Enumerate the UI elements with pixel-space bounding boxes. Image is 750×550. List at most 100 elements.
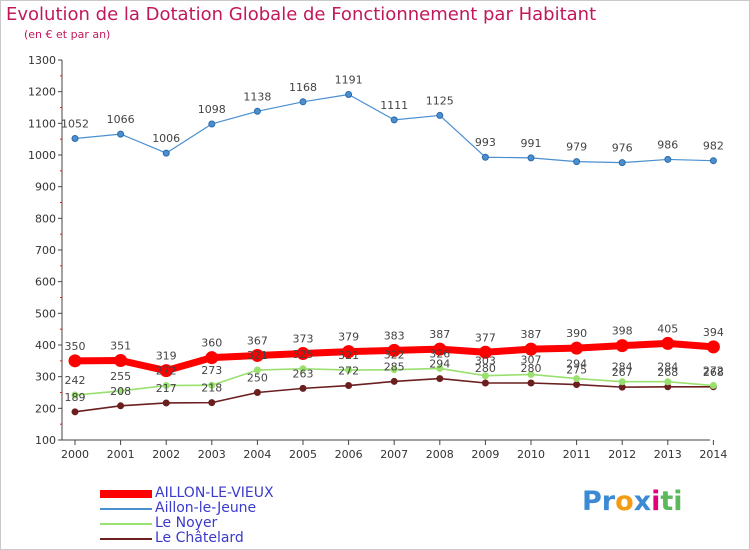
x-tick-label: 2006 <box>335 448 363 461</box>
data-point <box>524 342 538 356</box>
data-label: 350 <box>65 340 86 353</box>
data-point <box>573 158 581 166</box>
data-point <box>481 379 489 387</box>
data-label: 268 <box>657 366 678 379</box>
data-point <box>162 399 170 407</box>
y-tick-label: 600 <box>35 276 56 289</box>
data-label: 326 <box>429 347 450 360</box>
data-point <box>71 391 79 399</box>
data-label: 280 <box>475 362 496 375</box>
data-label: 218 <box>201 382 222 395</box>
data-point <box>299 365 307 373</box>
legend-label: Aillon-le-Jeune <box>155 500 257 516</box>
data-point <box>436 111 444 119</box>
data-label: 993 <box>475 136 496 149</box>
logo-letter: i <box>651 486 661 517</box>
x-tick-label: 2010 <box>517 448 545 461</box>
data-point <box>299 384 307 392</box>
data-point <box>71 135 79 143</box>
data-label: 267 <box>612 366 633 379</box>
data-point <box>527 379 535 387</box>
data-label: 351 <box>110 340 131 353</box>
chart-subtitle: (en € et par an) <box>24 28 111 41</box>
data-label: 321 <box>247 349 268 362</box>
logo-letter: r <box>601 486 616 517</box>
data-label: 991 <box>521 137 542 150</box>
x-tick-label: 2003 <box>198 448 226 461</box>
data-label: 307 <box>521 353 542 366</box>
data-point <box>573 381 581 389</box>
x-tick-label: 2012 <box>608 448 636 461</box>
data-label: 284 <box>657 361 678 374</box>
data-label: 322 <box>384 349 405 362</box>
x-tick-label: 2000 <box>61 448 89 461</box>
y-tick-label: 300 <box>35 371 56 384</box>
data-label: 294 <box>566 358 587 371</box>
data-label: 319 <box>156 350 177 363</box>
data-label: 976 <box>612 142 633 155</box>
data-point <box>390 116 398 124</box>
data-point <box>345 382 353 390</box>
y-tick-label: 1300 <box>28 54 56 67</box>
data-point <box>664 378 672 386</box>
data-point <box>436 375 444 383</box>
data-label: 367 <box>247 334 268 347</box>
y-tick-label: 900 <box>35 181 56 194</box>
data-label: 1006 <box>152 132 180 145</box>
y-tick-label: 1200 <box>28 86 56 99</box>
data-label: 272 <box>156 365 177 378</box>
legend-swatch <box>100 490 152 498</box>
data-point <box>114 354 128 368</box>
legend-swatch <box>100 508 152 510</box>
data-point <box>433 342 447 356</box>
data-point <box>299 98 307 106</box>
logo-letter: o <box>615 486 634 517</box>
data-point <box>527 154 535 162</box>
x-tick-label: 2005 <box>289 448 317 461</box>
y-tick-label: 500 <box>35 307 56 320</box>
x-tick-label: 2013 <box>654 448 682 461</box>
data-point <box>117 130 125 138</box>
data-label: 1111 <box>380 99 408 112</box>
data-point <box>162 382 170 390</box>
legend-label: AILLON-LE-VIEUX <box>155 485 274 501</box>
data-point <box>618 378 626 386</box>
data-label: 272 <box>338 365 359 378</box>
data-label: 398 <box>612 325 633 338</box>
data-label: 383 <box>384 329 405 342</box>
data-point <box>68 354 82 368</box>
data-point <box>664 155 672 163</box>
data-point <box>527 370 535 378</box>
legend-swatch <box>100 538 152 540</box>
data-point <box>253 107 261 115</box>
data-label: 268 <box>703 366 724 379</box>
x-tick-label: 2009 <box>471 448 499 461</box>
data-point <box>481 372 489 380</box>
data-point <box>162 149 170 157</box>
legend-swatch <box>100 523 152 525</box>
x-tick-label: 2008 <box>426 448 454 461</box>
data-point <box>615 339 629 353</box>
data-point <box>342 345 356 359</box>
data-label: 982 <box>703 140 724 153</box>
data-point <box>117 387 125 395</box>
data-label: 325 <box>293 348 314 361</box>
data-label: 379 <box>338 331 359 344</box>
data-point <box>345 366 353 374</box>
y-tick-label: 800 <box>35 212 56 225</box>
y-tick-label: 1000 <box>28 149 56 162</box>
data-label: 217 <box>156 382 177 395</box>
x-tick-label: 2001 <box>107 448 135 461</box>
x-tick-label: 2007 <box>380 448 408 461</box>
y-tick-label: 200 <box>35 402 56 415</box>
data-point <box>478 345 492 359</box>
data-label: 979 <box>566 141 587 154</box>
data-label: 1125 <box>426 94 454 107</box>
data-label: 272 <box>703 365 724 378</box>
data-point <box>159 364 173 378</box>
data-point <box>71 408 79 416</box>
proxiti-logo: Proxiti <box>582 486 683 517</box>
data-label: 390 <box>566 327 587 340</box>
data-label: 360 <box>201 337 222 350</box>
